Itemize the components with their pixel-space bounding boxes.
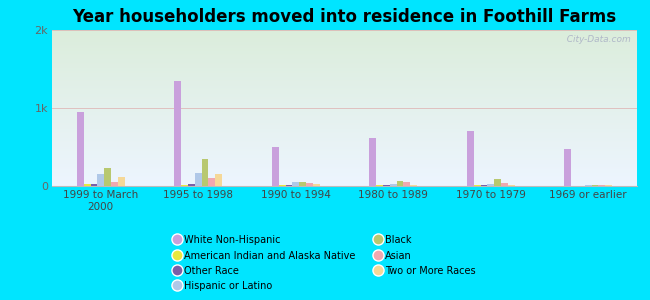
Bar [279,185,285,186]
Bar [592,185,599,186]
Bar [104,168,111,186]
Bar [383,185,390,186]
Bar [501,183,508,186]
Bar [77,112,84,186]
Bar [118,177,125,186]
Bar [299,182,306,186]
Legend: White Non-Hispanic, American Indian and Alaska Native, Other Race, Hispanic or L: White Non-Hispanic, American Indian and … [171,231,479,295]
Bar [494,179,501,186]
Bar [174,81,181,186]
Bar [605,185,612,186]
Bar [272,147,279,186]
Bar [215,173,222,186]
Bar [202,160,209,186]
Text: City-Data.com: City-Data.com [562,35,631,44]
Bar [396,181,404,186]
Bar [90,184,98,186]
Bar [285,185,293,186]
Bar [410,185,417,186]
Bar [480,185,488,186]
Bar [84,184,90,186]
Bar [209,178,215,186]
Bar [313,184,320,186]
Bar [488,184,494,186]
Bar [292,182,299,186]
Bar [98,174,104,186]
Bar [564,149,571,186]
Bar [467,131,474,186]
Bar [195,173,202,186]
Bar [390,184,396,186]
Bar [369,138,376,186]
Bar [376,185,383,186]
Bar [111,182,118,186]
Bar [404,182,410,186]
Bar [585,185,592,186]
Title: Year householders moved into residence in Foothill Farms: Year householders moved into residence i… [72,8,617,26]
Bar [474,185,480,186]
Bar [188,184,195,186]
Bar [181,185,188,186]
Bar [599,185,605,186]
Bar [508,185,515,186]
Bar [306,183,313,186]
